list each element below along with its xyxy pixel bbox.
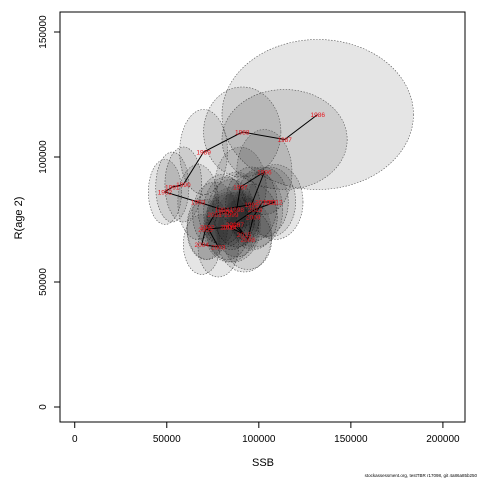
confidence-ellipses	[148, 39, 414, 278]
point-label-1999: 1999	[224, 212, 239, 219]
point-label-2007: 2007	[229, 222, 244, 229]
point-label-2006: 2006	[220, 224, 235, 231]
trajectory-line	[163, 114, 319, 248]
point-label-2011: 2011	[263, 199, 277, 206]
point-label-2012: 2012	[268, 199, 283, 206]
x-tick-label-50000: 50000	[153, 434, 181, 445]
point-label-1986: 1986	[310, 112, 325, 119]
point-label-1996: 1996	[257, 169, 272, 176]
point-label-1992: 1992	[158, 189, 173, 196]
point-label-2005: 2005	[198, 227, 213, 234]
stock-recruit-path	[163, 114, 319, 248]
point-label-1994: 1994	[215, 207, 230, 214]
point-label-2016: 2016	[226, 222, 241, 229]
point-label-2001: 2001	[207, 212, 222, 219]
x-tick-label-100000: 100000	[242, 434, 276, 445]
point-label-2015: 2015	[237, 232, 252, 239]
x-tick-label-200000: 200000	[426, 434, 460, 445]
x-tick-label-150000: 150000	[334, 434, 368, 445]
y-tick-label-0: 0	[38, 404, 49, 410]
point-label-2003: 2003	[211, 244, 226, 251]
point-label-1991: 1991	[165, 184, 180, 191]
ellipse-1986	[221, 39, 414, 190]
footer-text: stockassessment.org, testTBR r17098, git…	[365, 473, 478, 478]
y-tick-label-100000: 100000	[38, 140, 49, 174]
point-label-1990: 1990	[176, 182, 191, 189]
point-label-1997: 1997	[233, 184, 248, 191]
point-label-1998: 1998	[229, 207, 244, 214]
point-label-1995: 1995	[244, 202, 259, 209]
point-label-1987: 1987	[277, 137, 292, 144]
y-axis: 0 50000 100000 150000	[38, 15, 61, 410]
point-label-2009: 2009	[246, 214, 261, 221]
point-label-2004: 2004	[195, 242, 210, 249]
point-label-2014: 2014	[222, 224, 237, 231]
x-axis-title: SSB	[252, 457, 274, 469]
y-tick-label-150000: 150000	[38, 15, 49, 49]
y-tick-label-50000: 50000	[38, 268, 49, 296]
point-label-2010: 2010	[255, 199, 270, 206]
point-label-2000: 2000	[218, 209, 233, 216]
point-label-1989: 1989	[196, 149, 211, 156]
point-label-2008: 2008	[241, 237, 256, 244]
point-label-2002: 2002	[200, 224, 215, 231]
point-label-1988: 1988	[235, 129, 250, 136]
y-axis-title: R(age 2)	[13, 197, 25, 240]
x-tick-label-0: 0	[72, 434, 78, 445]
point-label-2013: 2013	[248, 207, 263, 214]
x-axis: 0 50000 100000 150000 200000	[72, 421, 460, 445]
point-label-1993: 1993	[191, 199, 206, 206]
